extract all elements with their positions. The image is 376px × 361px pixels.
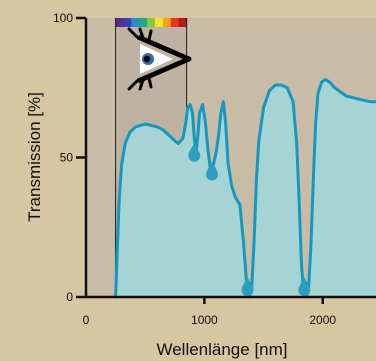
- y-axis-title: Transmission [%]: [25, 92, 44, 222]
- transmission-area-fill: [115, 79, 376, 298]
- eye-lash: [127, 27, 139, 39]
- spectrum-segment: [178, 18, 188, 27]
- spectrum-segment: [115, 18, 124, 27]
- spectrum-segment: [131, 18, 140, 27]
- eye-lash: [127, 79, 139, 91]
- transmission-series-line: [114, 77, 376, 299]
- water-drop-icon: [188, 142, 201, 162]
- water-drop-icon: [241, 277, 254, 296]
- water-drop-icon: [298, 277, 311, 296]
- spectrum-segment: [147, 18, 156, 27]
- eye-lash: [138, 78, 145, 91]
- water-drop-icon: [206, 161, 219, 181]
- y-tick-label: 0: [66, 290, 73, 304]
- spectrum-segment: [162, 18, 172, 27]
- spectrum-segment: [123, 18, 132, 27]
- x-tick-label: 1000: [191, 313, 218, 327]
- x-tick-label: 2000: [309, 313, 336, 327]
- eye-icon: [127, 27, 192, 91]
- visible-spectrum-bar: [115, 18, 188, 27]
- spectrum-segment: [170, 18, 180, 27]
- x-axis-title: Wellenlänge [nm]: [156, 340, 287, 359]
- eye-lash: [147, 29, 153, 42]
- absorption-drops: [188, 142, 311, 296]
- eye-white: [140, 44, 173, 74]
- spectrum-segment: [139, 18, 148, 27]
- eye-lash: [147, 76, 153, 89]
- y-tick-label: 50: [60, 151, 74, 165]
- eye-lid-outline: [137, 34, 192, 84]
- y-tick-label: 100: [53, 11, 73, 25]
- x-tick-label: 0: [83, 313, 90, 327]
- eye-lash: [138, 27, 145, 40]
- spectrum-segment: [155, 18, 164, 27]
- eye-pupil: [143, 55, 151, 63]
